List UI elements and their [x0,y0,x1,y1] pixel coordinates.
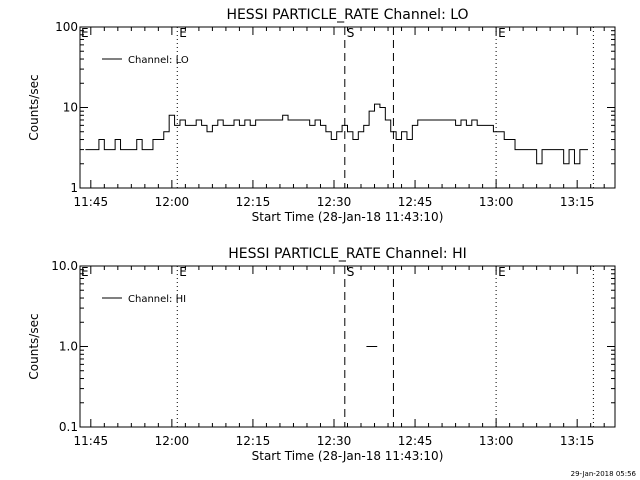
event-marker-label: E [179,265,187,279]
event-marker-label: E [179,26,187,40]
x-tick-label: 13:00 [479,195,514,209]
x-tick-label: 12:45 [398,195,433,209]
legend-label: Channel: HI [128,294,186,305]
y-tick-label: 10.0 [51,259,78,273]
x-tick-label: 12:00 [155,195,190,209]
event-marker-label: E [498,26,506,40]
legend-label: Channel: LO [128,55,189,66]
x-tick-label: 12:15 [236,434,271,448]
x-tick-label: 11:45 [74,434,109,448]
hi-channel-panel: HESSI PARTICLE_RATE Channel: HI 0.1 1.0 10.… [27,246,616,463]
footer-timestamp: 29-Jan-2018 05:56 [571,470,637,478]
y-tick-label: 1.0 [59,340,78,354]
x-tick-label: 11:45 [74,195,109,209]
y-axis-label: Counts/sec [27,313,41,379]
x-tick-label: 12:45 [398,434,433,448]
chart-title: HESSI PARTICLE_RATE Channel: LO [226,7,468,23]
chart-title: HESSI PARTICLE_RATE Channel: HI [228,246,466,262]
x-tick-label: 12:15 [236,195,271,209]
y-tick-label: 100 [55,20,78,34]
x-tick-label: 13:15 [560,195,595,209]
x-tick-label: 12:30 [317,434,352,448]
event-marker-label: S [347,265,355,279]
series-line [85,103,588,165]
corner-label: E [81,265,89,279]
event-marker-label: E [498,265,506,279]
y-tick-label: 1 [70,181,78,195]
y-tick-label: 10 [63,101,78,115]
y-axis-label: Counts/sec [27,74,41,140]
x-tick-label: 13:00 [479,434,514,448]
x-axis-label: Start Time (28-Jan-18 11:43:10) [252,210,444,224]
x-tick-label: 12:00 [155,434,190,448]
lo-channel-panel: HESSI PARTICLE_RATE Channel: LO 1 10 100 11:… [27,7,616,224]
y-tick-label: 0.1 [59,420,78,434]
x-axis-label: Start Time (28-Jan-18 11:43:10) [252,449,444,463]
corner-label: E [81,26,89,40]
x-tick-label: 13:15 [560,434,595,448]
event-marker-label: S [347,26,355,40]
x-tick-label: 12:30 [317,195,352,209]
